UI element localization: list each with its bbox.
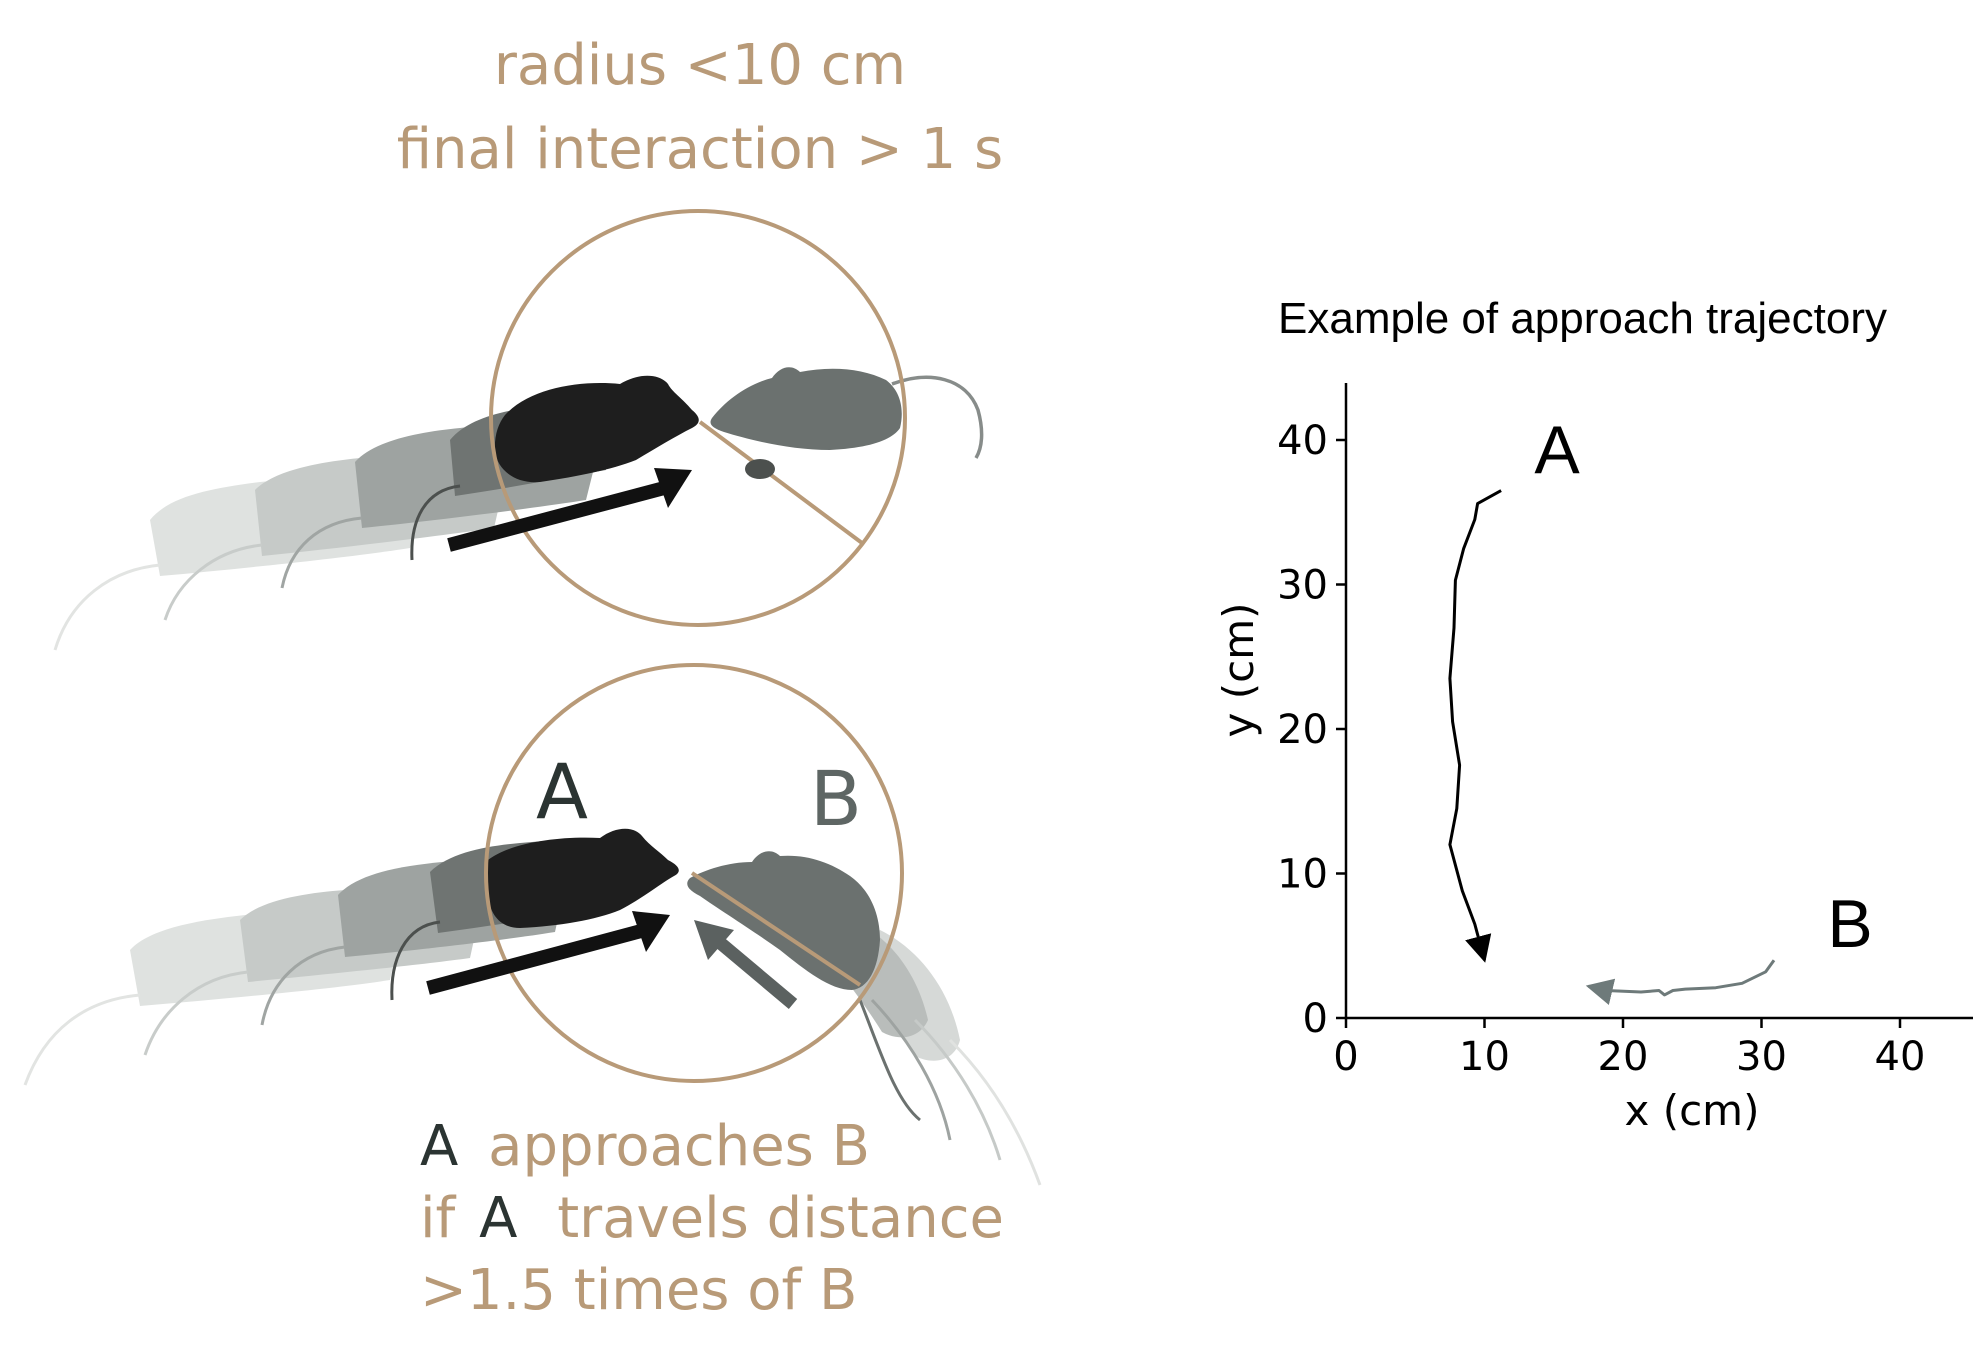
approach-criteria-diagram: radius <10 cm final interaction > 1 s [23, 33, 1042, 1323]
rule-a-term-2: A [479, 1186, 517, 1251]
rule-if: if [420, 1186, 457, 1251]
approach-panel: A B [23, 663, 1042, 1186]
x-tick-label: 20 [1598, 1034, 1649, 1080]
center-point [745, 459, 775, 479]
series-a-label: A [1534, 412, 1580, 488]
criteria-radius-text: radius <10 cm [494, 33, 906, 98]
trajectory-b-line [1585, 959, 1776, 1005]
approach-arrow [447, 468, 692, 552]
y-tick-label: 10 [1277, 852, 1328, 898]
rule-approaches: approaches B [488, 1114, 870, 1179]
mouse-a-silhouette-2 [485, 828, 679, 928]
radius-line-2 [690, 871, 862, 987]
criteria-duration-text: final interaction > 1 s [397, 117, 1003, 182]
y-tick-label: 20 [1277, 707, 1328, 753]
trajectory-a-line [1448, 489, 1502, 963]
x-tick-label: 40 [1875, 1034, 1926, 1080]
radius-line [698, 420, 864, 545]
x-tick-label: 10 [1459, 1034, 1510, 1080]
mouse-b-silhouette-2 [687, 851, 880, 990]
x-axis-label: x (cm) [1625, 1086, 1760, 1135]
y-tick-label: 0 [1303, 996, 1328, 1042]
mouse-b-approach-arrow [694, 920, 798, 1009]
y-tick-label: 40 [1277, 418, 1328, 464]
y-axis-label: y (cm) [1214, 603, 1263, 738]
rule-travels-distance: travels distance [557, 1186, 1004, 1251]
mouse-a-silhouette [494, 375, 699, 483]
mouse-b-label: B [810, 754, 862, 843]
interaction-radius-circle [489, 209, 907, 627]
rule-ratio: >1.5 times of B [420, 1258, 857, 1323]
trajectory-series [1448, 489, 1776, 1005]
approach-trajectory-chart: Example of approach trajectory 0 10 20 30 40… [1214, 294, 1973, 1135]
chart-title: Example of approach trajectory [1278, 294, 1887, 343]
series-b-label: B [1827, 886, 1872, 962]
x-tick-label: 30 [1736, 1034, 1787, 1080]
svg-text:A approaches B: A approaches B [420, 1114, 870, 1179]
x-tick-label: 0 [1333, 1034, 1358, 1080]
svg-text:if A travels d: if A travels distance [420, 1186, 1004, 1251]
mouse-a-approach-arrow [426, 911, 670, 995]
rule-a-term: A [420, 1114, 458, 1179]
mouse-b-silhouette [710, 367, 984, 459]
y-tick-label: 30 [1277, 563, 1328, 609]
axis-ticks: 0 10 20 30 40 0 10 20 30 40 [1277, 418, 1925, 1080]
radius-panel [53, 209, 984, 651]
interaction-radius-circle-2 [484, 663, 904, 1083]
approach-rule-text: A approaches B if A travels distance >1.… [420, 1114, 1004, 1323]
mouse-a-label: A [536, 747, 588, 836]
